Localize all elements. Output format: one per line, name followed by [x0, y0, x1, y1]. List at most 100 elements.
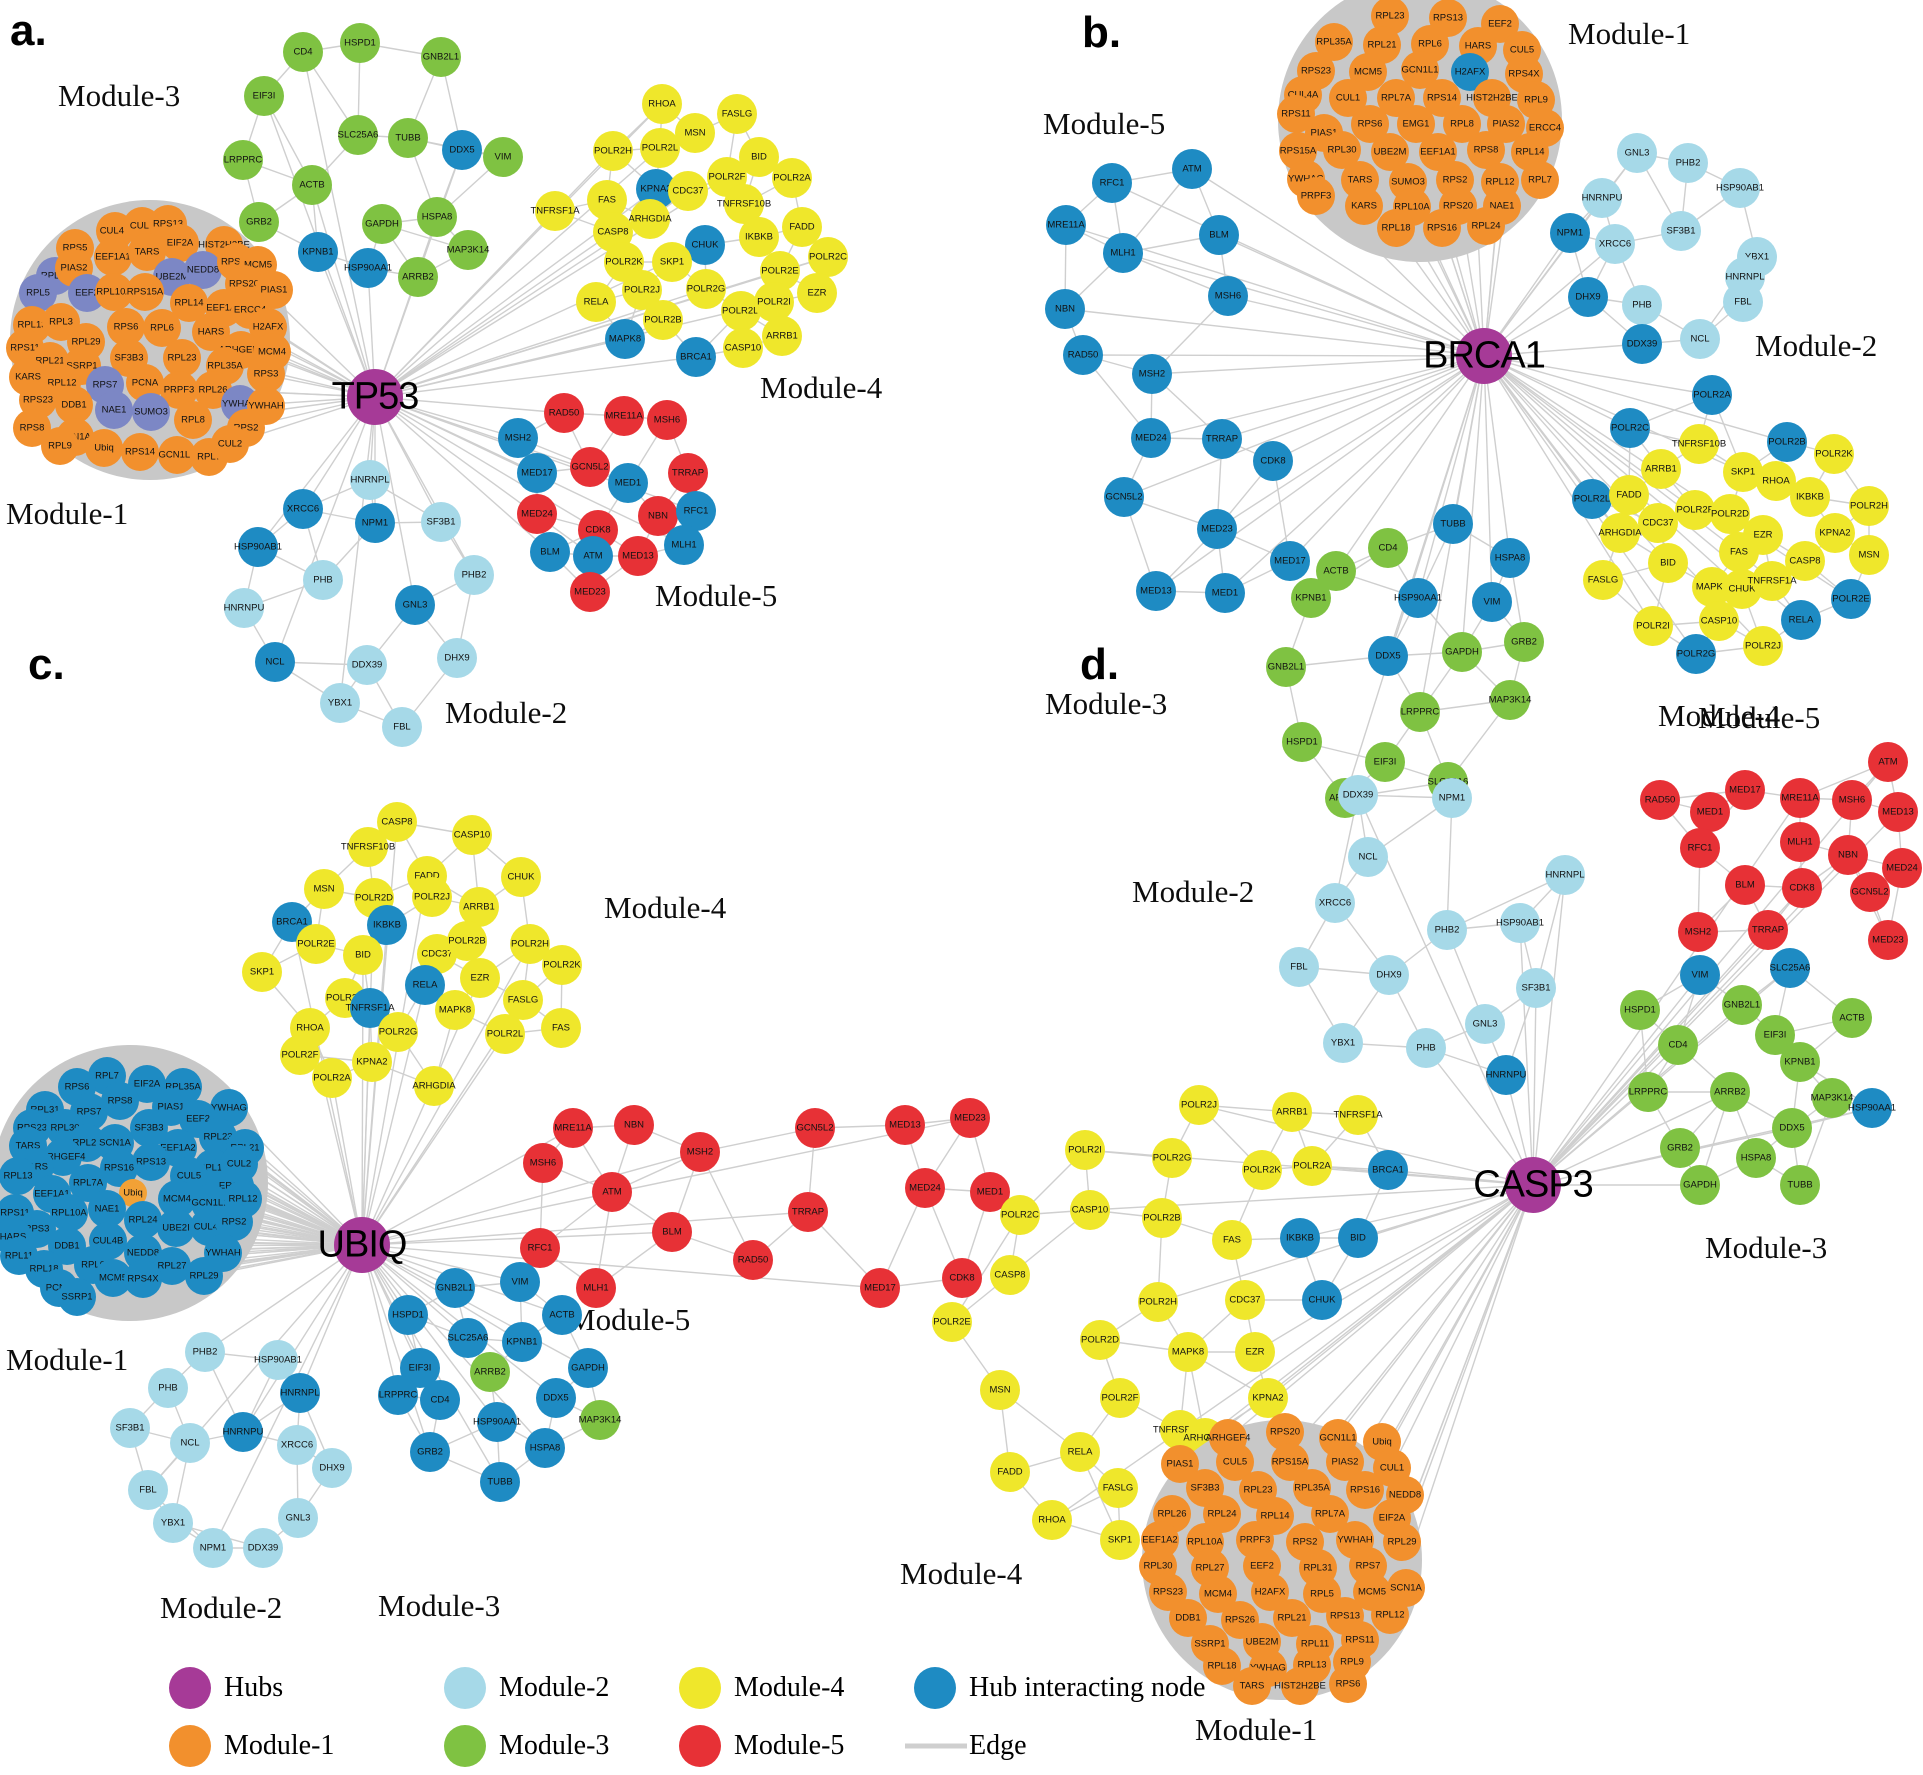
node-PHB2	[1668, 143, 1708, 183]
node-MRE11A	[1046, 205, 1086, 245]
edge	[1483, 355, 1713, 396]
node-FAS	[541, 1008, 581, 1048]
node-DHX9	[1369, 955, 1409, 995]
node-FASLG	[503, 980, 543, 1020]
module-label-m2: Module-2	[1132, 874, 1255, 909]
edge	[1289, 355, 1485, 562]
node-FBL	[1723, 282, 1763, 322]
node-KPNB1	[502, 1322, 542, 1362]
node-RHOA	[1756, 461, 1796, 501]
node-PHB	[1622, 285, 1662, 325]
node-GCN1L1	[158, 436, 196, 474]
node-MSN	[980, 1370, 1020, 1410]
edge	[1155, 355, 1485, 592]
node-POLR2B	[447, 921, 487, 961]
edge	[1224, 355, 1485, 594]
node-CHUK	[501, 857, 541, 897]
node-GRB2	[1504, 622, 1544, 662]
edge	[1532, 987, 1537, 1186]
node-RPS15A	[126, 273, 164, 311]
edge	[1483, 355, 1788, 443]
node-POLR2B	[643, 300, 683, 340]
node-RPS16	[1423, 209, 1461, 247]
node-ARRB1	[1272, 1092, 1312, 1132]
node-RAD50	[1063, 335, 1103, 375]
node-MAP3K14	[1490, 680, 1530, 720]
node-ACTB	[542, 1295, 582, 1335]
node-POLR2F	[1100, 1378, 1140, 1418]
module-label-m5: Module-5	[1698, 700, 1821, 735]
node-SUMO3	[132, 393, 170, 431]
node-PHB2	[1427, 910, 1467, 950]
legend-swatch-module-4	[679, 1667, 721, 1709]
node-NAE1	[88, 1190, 126, 1228]
node-MED17	[860, 1268, 900, 1308]
node-BRCA1	[1368, 1150, 1408, 1190]
node-KPNB1	[298, 232, 338, 272]
node-SKP1	[652, 242, 692, 282]
node-MLH1	[1780, 822, 1820, 862]
node-MSH2	[680, 1132, 720, 1172]
node-MRE11A	[1780, 778, 1820, 818]
node-VIM	[1680, 955, 1720, 995]
node-MLH1	[1103, 233, 1143, 273]
node-MED23	[950, 1098, 990, 1138]
node-CD4	[283, 32, 323, 72]
node-POLR2B	[1767, 422, 1807, 462]
node-GAPDH	[362, 204, 402, 244]
node-POLR2C	[808, 237, 848, 277]
node-MLH1	[576, 1268, 616, 1308]
edge	[257, 396, 376, 548]
legend-label-edge: Edge	[969, 1730, 1027, 1761]
edge	[1344, 355, 1485, 799]
node-HSP90AA1	[1398, 578, 1438, 618]
node-MAP3K14	[448, 230, 488, 270]
node-MED24	[905, 1168, 945, 1208]
node-HNRNPU	[224, 588, 264, 628]
edge	[361, 1033, 506, 1246]
node-RPS6	[1329, 1665, 1367, 1703]
node-GNL3	[278, 1498, 318, 1538]
edge	[1532, 929, 1769, 1186]
node-MED23	[1868, 920, 1908, 960]
module-label-m4: Module-4	[760, 370, 883, 405]
module-label-m3: Module-3	[58, 78, 181, 113]
node-BID	[1648, 543, 1688, 583]
edge	[1417, 355, 1485, 599]
edge	[1191, 168, 1485, 357]
edge	[361, 1244, 881, 1289]
node-HSPA8	[1736, 1138, 1776, 1178]
node-LRPPRC	[1400, 692, 1440, 732]
node-DDX39	[1622, 324, 1662, 364]
node-MED1	[1690, 792, 1730, 832]
node-POLR2K	[1814, 434, 1854, 474]
node-FADD	[990, 1452, 1030, 1492]
node-PRPF3	[1297, 177, 1335, 215]
edge	[242, 1244, 363, 1433]
node-MED1	[1205, 573, 1245, 613]
legend-label-hubs: Hubs	[224, 1672, 284, 1703]
node-MSH6	[1832, 780, 1872, 820]
edge	[361, 1244, 589, 1369]
node-DDX39	[1338, 775, 1378, 815]
legend-swatch-module-2	[444, 1667, 486, 1709]
node-POLR2J	[1743, 626, 1783, 666]
node-EZR	[1235, 1332, 1275, 1372]
node-POLR2H	[1849, 486, 1889, 526]
node-CASP10	[452, 815, 492, 855]
node-NBN	[1828, 835, 1868, 875]
node-CHUK	[1302, 1280, 1342, 1320]
node-LRPPRC	[378, 1375, 418, 1415]
edge	[374, 396, 416, 606]
node-KARS	[1345, 187, 1383, 225]
node-CD4	[420, 1380, 460, 1420]
node-TNFRSF1A	[1338, 1095, 1378, 1135]
node-KPNA2	[1248, 1378, 1288, 1418]
hub-label-BRCA1: BRCA1	[1423, 334, 1546, 377]
node-SF3B1	[110, 1408, 150, 1448]
node-POLR2E	[296, 924, 336, 964]
hub-node-CASP3	[1505, 1157, 1561, 1213]
node-POLR2L	[640, 128, 680, 168]
node-MED13	[1136, 571, 1176, 611]
node-TRRAP	[1202, 419, 1242, 459]
